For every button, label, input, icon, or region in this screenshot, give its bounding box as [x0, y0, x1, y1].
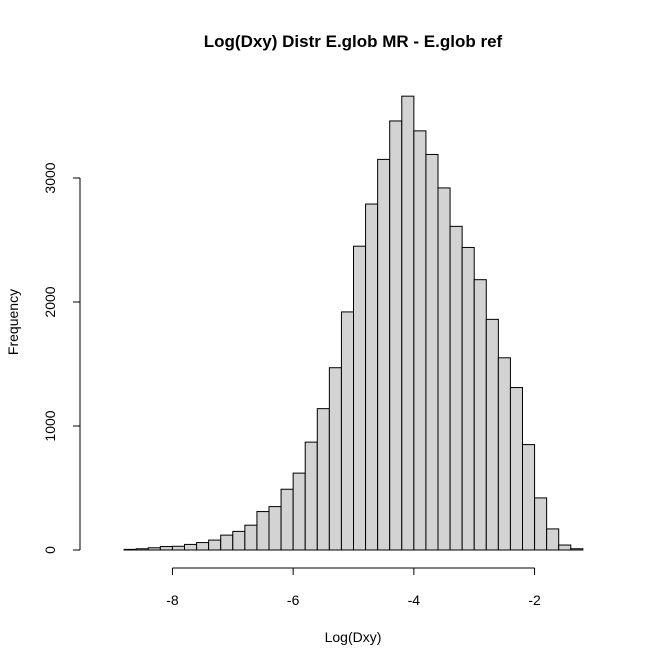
- y-tick-label: 3000: [42, 162, 58, 193]
- histogram-bar: [256, 511, 270, 551]
- histogram-bar: [389, 120, 403, 551]
- histogram-bar: [340, 311, 354, 551]
- histogram-bar: [401, 95, 415, 551]
- histogram-bar: [208, 539, 222, 551]
- histogram-bar: [304, 441, 318, 551]
- histogram-bar: [316, 408, 330, 551]
- histogram-bar: [425, 153, 439, 551]
- histogram-bar: [546, 528, 560, 551]
- histogram-bar: [123, 548, 137, 551]
- x-tick-label: -6: [287, 592, 300, 608]
- histogram-bar: [280, 488, 294, 551]
- histogram-bar: [509, 387, 523, 551]
- histogram-bar: [184, 543, 198, 551]
- histogram-bar: [485, 318, 499, 551]
- histogram-bar: [534, 497, 548, 551]
- y-tick-label: 2000: [42, 286, 58, 317]
- histogram-bar: [232, 530, 246, 551]
- y-axis: 0 1000 2000 3000: [42, 162, 81, 554]
- histogram-bar: [365, 203, 379, 551]
- histogram-bar: [449, 225, 463, 551]
- histogram-bar: [437, 187, 451, 551]
- histogram-bar: [461, 246, 475, 551]
- x-axis: -8 -6 -4 -2: [166, 567, 541, 608]
- histogram-bar: [159, 546, 173, 551]
- x-tick-label: -2: [528, 592, 541, 608]
- histogram-bar: [558, 544, 572, 551]
- histogram-bar: [570, 548, 584, 551]
- histogram-bar: [522, 444, 536, 551]
- histogram-bar: [292, 472, 306, 551]
- histogram-bar: [196, 542, 210, 551]
- histogram-bar: [377, 158, 391, 551]
- histogram-bar: [135, 548, 149, 551]
- histogram-bar: [220, 534, 234, 551]
- y-tick-label: 1000: [42, 410, 58, 441]
- histogram-bar: [497, 357, 511, 551]
- histogram-bar: [147, 547, 161, 551]
- y-tick-label: 0: [42, 546, 58, 554]
- histogram-bar: [413, 130, 427, 551]
- x-axis-label: Log(Dxy): [325, 629, 382, 645]
- chart-title: Log(Dxy) Distr E.glob MR - E.glob ref: [204, 32, 503, 51]
- histogram-bar: [353, 245, 367, 551]
- histogram-bar: [268, 506, 282, 551]
- y-axis-label: Frequency: [5, 289, 21, 355]
- bars-group: [123, 95, 584, 551]
- histogram-bar: [328, 367, 342, 551]
- x-tick-label: -4: [408, 592, 421, 608]
- histogram-bar: [171, 545, 185, 551]
- x-tick-label: -8: [166, 592, 179, 608]
- histogram-bar: [244, 524, 258, 551]
- histogram-bar: [473, 279, 487, 551]
